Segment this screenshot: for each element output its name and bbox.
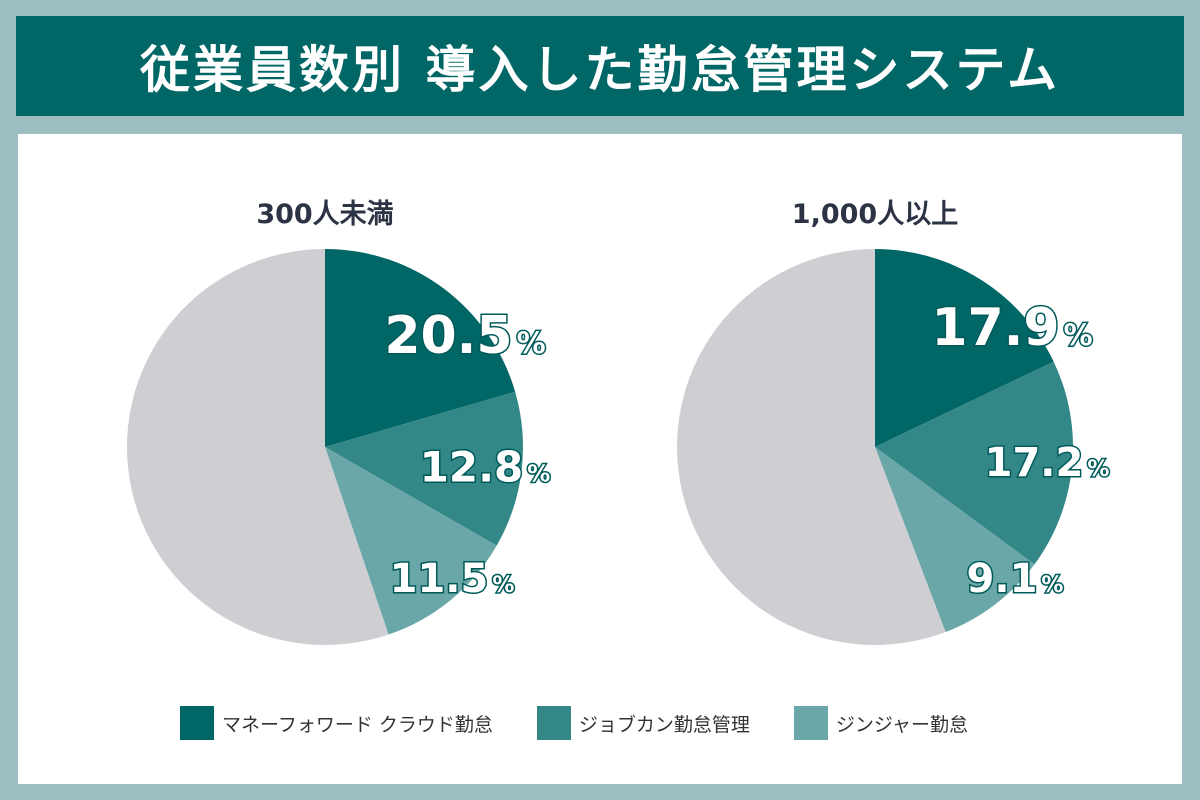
- pie-slice: [875, 447, 1035, 632]
- percent-sign: %: [1041, 573, 1063, 598]
- legend-swatch: [793, 706, 828, 740]
- data-label: 17.2%: [985, 440, 1110, 486]
- legend-item-jobcan: ジョブカン勤怠管理: [536, 706, 750, 740]
- pie-slice-remainder: [677, 249, 946, 645]
- chart-title-under-300: 300人未満: [256, 199, 394, 230]
- data-label: 20.5%: [384, 306, 545, 366]
- pie-slice: [325, 249, 516, 447]
- percent-sign: %: [517, 326, 546, 360]
- chart-title-over-1000: 1,000人以上: [791, 199, 959, 230]
- pie-slice: [875, 361, 1073, 565]
- data-label: 11.5%: [390, 556, 515, 602]
- percent-sign: %: [1064, 318, 1093, 352]
- legend-label: ジョブカン勤怠管理: [578, 713, 750, 736]
- legend-item-ginger: ジンジャー勤怠: [793, 706, 968, 740]
- data-label: 9.1%: [967, 556, 1064, 602]
- data-label: 17.9%: [931, 298, 1092, 358]
- legend: マネーフォワード クラウド勤怠 ジョブカン勤怠管理 ジンジャー勤怠: [180, 706, 1012, 740]
- title-bar: 従業員数別 導入した勤怠管理システム: [16, 16, 1184, 116]
- legend-label: マネーフォワード クラウド勤怠: [222, 713, 493, 736]
- legend-label: ジンジャー勤怠: [835, 713, 968, 736]
- pie-slice: [875, 249, 1054, 447]
- percent-sign: %: [1087, 457, 1109, 482]
- percent-sign: %: [492, 573, 514, 598]
- pie-slice: [325, 447, 497, 635]
- percent-sign: %: [527, 462, 550, 488]
- legend-item-money-forward: マネーフォワード クラウド勤怠: [180, 706, 493, 740]
- pie-slice: [325, 391, 523, 546]
- page-title: 従業員数別 導入した勤怠管理システム: [140, 41, 1060, 99]
- legend-swatch: [180, 706, 214, 740]
- pie-slice-remainder: [126, 249, 389, 645]
- data-label: 12.8%: [420, 443, 551, 492]
- legend-swatch: [536, 706, 571, 740]
